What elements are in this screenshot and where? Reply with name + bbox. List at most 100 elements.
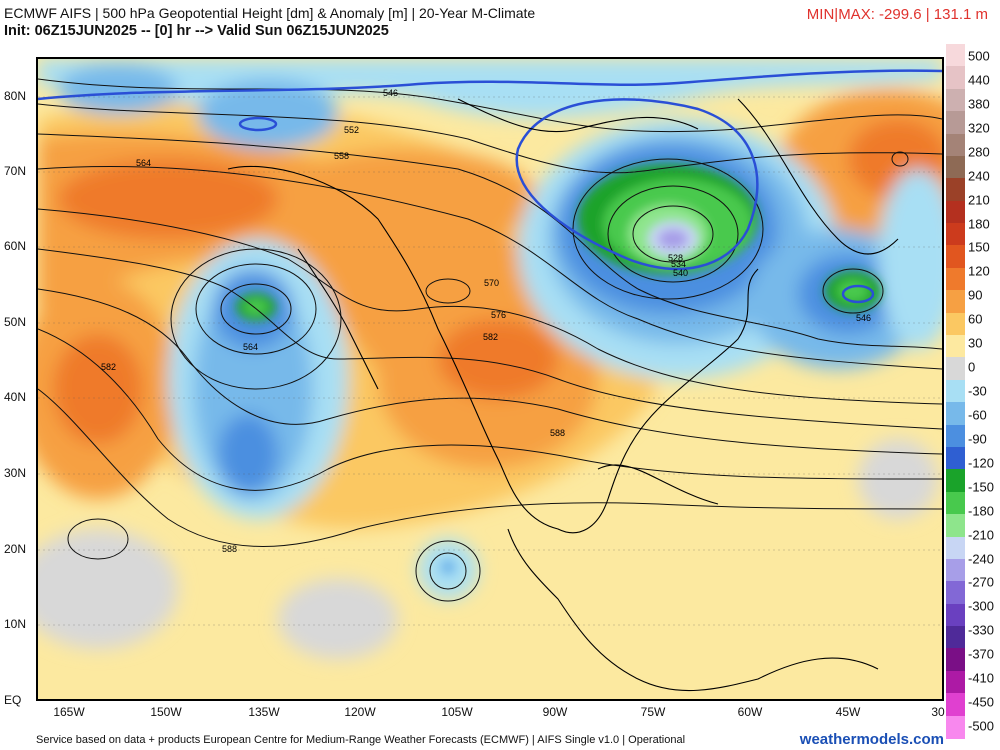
colorbar-swatch (946, 446, 965, 470)
lon-label-60w: 60W (737, 705, 763, 719)
lon-label-105w: 105W (441, 705, 473, 719)
colorbar-label: -450 (968, 694, 995, 710)
colorbar-swatch (946, 178, 965, 202)
colorbar-label: -300 (968, 598, 995, 614)
colorbar-swatch (946, 245, 965, 269)
colorbar-swatch (946, 335, 965, 359)
colorbar-swatch (946, 558, 965, 582)
colorbar-label: -370 (968, 646, 995, 662)
colorbar-swatch (946, 155, 965, 179)
colorbar-label: 0 (968, 359, 976, 375)
colorbar-label: 380 (968, 96, 990, 112)
colorbar-swatch (946, 581, 965, 605)
lon-label-75w: 75W (640, 705, 666, 719)
contour-labels: 546 552 558 564 570 576 582 588 528 534 … (101, 88, 871, 554)
contour-label: 528 (668, 253, 683, 263)
colorbar-swatch (946, 267, 965, 291)
lat-label-30n: 30N (4, 466, 27, 480)
anomaly-core (236, 164, 881, 575)
colorbar-swatch (946, 111, 965, 135)
anomaly-map: 546 552 558 564 570 576 582 588 528 534 … (38, 59, 942, 699)
colorbar-label: 500 (968, 48, 990, 64)
colorbar-label: 150 (968, 239, 990, 255)
colorbar-swatch (946, 626, 965, 650)
colorbar-swatch (946, 670, 965, 694)
colorbar-label: 240 (968, 168, 990, 184)
colorbar-label: -270 (968, 574, 995, 590)
colorbar-label: -180 (968, 503, 995, 519)
height-contours (38, 78, 942, 602)
lon-label-90w: 90W (542, 705, 568, 719)
colorbar-label: 180 (968, 216, 990, 231)
contour-label: 552 (344, 125, 359, 135)
contour-label: 576 (491, 310, 506, 320)
map-title: ECMWF AIFS | 500 hPa Geopotential Height… (4, 5, 536, 21)
map-subtitle: Init: 06Z15JUN2025 -- [0] hr --> Valid S… (4, 23, 389, 39)
colorbar-swatch (946, 603, 965, 627)
lat-label-50n: 50N (4, 315, 27, 329)
contour-label: 546 (383, 88, 398, 98)
colorbar-swatch (946, 88, 965, 112)
anomaly-colorbar: 500 440 380 320 280 240 210 180 150 120 90 60 30 0 -30… (946, 44, 1000, 739)
colorbar-swatch (946, 491, 965, 515)
colorbar-label: -30 (968, 383, 987, 399)
colorbar-swatch (946, 469, 965, 493)
coastlines (227, 98, 899, 692)
colorbar-swatch (946, 514, 965, 538)
lon-label-30w: 30 (931, 705, 945, 719)
colorbar-label: 440 (968, 72, 990, 88)
colorbar-swatch (946, 200, 965, 224)
lon-label-135w: 135W (248, 705, 280, 719)
colorbar-swatch (946, 536, 965, 560)
colorbar-label: -500 (968, 718, 995, 734)
colorbar-label: 120 (968, 263, 990, 279)
minmax-readout: MIN|MAX: -299.6 | 131.1 m (806, 6, 988, 23)
colorbar-swatch (946, 66, 965, 90)
colorbar-label: 280 (968, 144, 990, 160)
lat-label-80n: 80N (4, 89, 27, 103)
brand-link[interactable]: weathermodels.com (799, 731, 944, 748)
colorbar-swatch (946, 648, 965, 672)
colorbar-label: -330 (968, 622, 995, 638)
colorbar-swatch (946, 715, 965, 739)
colorbar-label: 320 (968, 120, 990, 136)
colorbar-swatch (946, 424, 965, 448)
contour-label: 534 (671, 259, 686, 269)
colorbar-label: 210 (968, 192, 990, 208)
contour-label: 546 (856, 313, 871, 323)
colorbar-label: -90 (968, 431, 987, 447)
contour-label: 558 (334, 151, 349, 161)
map-panel[interactable]: 546 552 558 564 570 576 582 588 528 534 … (36, 57, 944, 701)
lon-label-165w: 165W (53, 705, 85, 719)
colorbar-label: -240 (968, 551, 995, 566)
contour-label: 564 (243, 342, 258, 352)
colorbar-swatch (946, 290, 965, 314)
lat-label-70n: 70N (4, 164, 27, 178)
lon-label-45w: 45W (835, 705, 861, 719)
colorbar-label: 90 (968, 287, 983, 303)
colorbar-swatch (946, 357, 965, 381)
contour-label: 570 (484, 278, 499, 288)
colorbar-label: -210 (968, 527, 995, 543)
contour-label: 582 (483, 332, 498, 342)
colorbar-label: -150 (968, 479, 995, 495)
lat-label-10n: 10N (4, 617, 27, 631)
lat-label-60n: 60N (4, 239, 27, 253)
lon-label-150w: 150W (150, 705, 182, 719)
colorbar-swatch (946, 693, 965, 717)
graticule (38, 96, 942, 626)
colorbar-swatch (946, 312, 965, 336)
colorbar-swatch (946, 402, 965, 426)
colorbar-label: 30 (968, 335, 983, 351)
contour-label: 540 (673, 268, 688, 278)
colorbar-swatch (946, 379, 965, 403)
colorbar-label: 60 (968, 311, 983, 327)
lat-label-eq: EQ (4, 693, 22, 707)
lon-label-120w: 120W (344, 705, 376, 719)
contour-label: 564 (136, 158, 151, 168)
footer-credit: Service based on data + products Europea… (36, 734, 686, 746)
contour-label: 588 (222, 544, 237, 554)
lat-label-40n: 40N (4, 390, 27, 404)
colorbar-swatch (946, 133, 965, 157)
contour-label: 582 (101, 362, 116, 372)
